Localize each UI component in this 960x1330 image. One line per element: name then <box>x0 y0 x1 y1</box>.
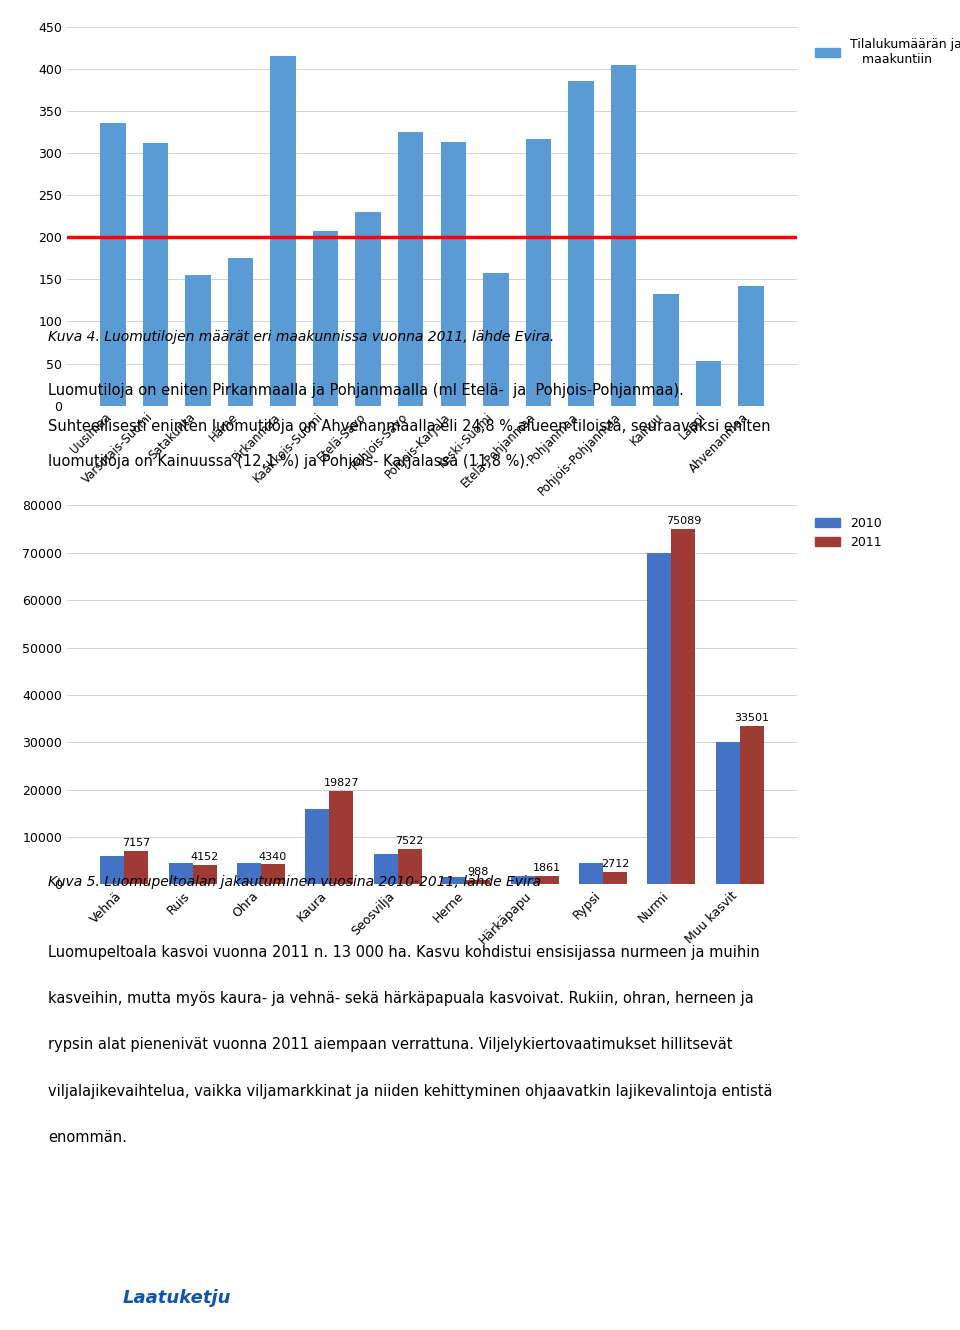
Bar <box>647 553 671 884</box>
Bar <box>568 81 593 406</box>
Bar <box>603 871 627 884</box>
Bar <box>313 231 339 406</box>
Bar <box>740 726 763 884</box>
Text: enommän.: enommän. <box>48 1130 127 1145</box>
Text: 4152: 4152 <box>190 853 219 862</box>
Bar <box>653 294 679 406</box>
Bar <box>355 211 381 406</box>
Text: kasveihin, mutta myös kaura- ja vehnä- sekä härkäpapuala kasvoivat. Rukiin, ohra: kasveihin, mutta myös kaura- ja vehnä- s… <box>48 991 754 1005</box>
Bar <box>738 286 763 406</box>
Text: Luomupeltoala kasvoi vuonna 2011 n. 13 000 ha. Kasvu kohdistui ensisijassa nurme: Luomupeltoala kasvoi vuonna 2011 n. 13 0… <box>48 944 759 960</box>
Bar <box>237 863 261 884</box>
Bar <box>261 864 285 884</box>
Text: 988: 988 <box>468 867 489 878</box>
Bar <box>535 875 559 884</box>
Bar <box>271 56 296 406</box>
Text: Kuva 4. Luomutilojen määrät eri maakunnissa vuonna 2011, lähde Evira.: Kuva 4. Luomutilojen määrät eri maakunni… <box>48 330 554 344</box>
Bar <box>228 258 253 406</box>
Bar <box>305 809 329 884</box>
Bar <box>441 142 466 406</box>
Text: luomutiloja on Kainuussa (12,1 %) ja Pohjois- Karjalassa (11,8 %).: luomutiloja on Kainuussa (12,1 %) ja Poh… <box>48 455 530 469</box>
Text: Laatuketju: Laatuketju <box>122 1289 231 1307</box>
Text: 33501: 33501 <box>734 713 769 724</box>
Bar <box>124 851 148 884</box>
Bar <box>169 863 193 884</box>
Bar <box>671 528 695 884</box>
Text: 1861: 1861 <box>533 863 561 874</box>
Text: viljalajikevaihtelua, vaikka viljamarkkinat ja niiden kehittyminen ohjaavatkin l: viljalajikevaihtelua, vaikka viljamarkki… <box>48 1084 773 1099</box>
Bar <box>467 879 491 884</box>
Text: Suhteellisesti eninten luomutiloja on Ahvenanmaalla eli 24,8 % alueen tiloista, : Suhteellisesti eninten luomutiloja on Ah… <box>48 419 771 434</box>
Text: 4340: 4340 <box>259 851 287 862</box>
Bar <box>443 878 467 884</box>
Text: 75089: 75089 <box>665 516 701 527</box>
Bar <box>193 864 217 884</box>
Bar <box>101 857 124 884</box>
Bar <box>716 742 740 884</box>
Bar <box>101 124 126 406</box>
Bar <box>185 275 211 406</box>
Text: rypsin alat pienenivät vuonna 2011 aiempaan verrattuna. Viljelykiertovaatimukset: rypsin alat pienenivät vuonna 2011 aiemp… <box>48 1037 732 1052</box>
Bar <box>397 849 421 884</box>
Bar <box>143 142 168 406</box>
Legend: Tilalukumäärän jakautuminen eri
   maakuntiin: Tilalukumäärän jakautuminen eri maakunti… <box>810 33 960 70</box>
Bar <box>483 273 509 406</box>
Legend: 2010, 2011: 2010, 2011 <box>810 512 887 553</box>
Bar <box>579 863 603 884</box>
Bar <box>329 790 353 884</box>
Text: 19827: 19827 <box>324 778 359 789</box>
Text: 7522: 7522 <box>396 837 424 846</box>
Bar <box>398 132 423 406</box>
Bar <box>696 360 721 406</box>
Bar <box>373 854 397 884</box>
Bar <box>611 64 636 406</box>
Text: 2712: 2712 <box>601 859 629 870</box>
Bar <box>511 876 535 884</box>
Text: Luomutiloja on eniten Pirkanmaalla ja Pohjanmaalla (ml Etelä-  ja  Pohjois-Pohja: Luomutiloja on eniten Pirkanmaalla ja Po… <box>48 383 684 398</box>
Text: Kuva 5. Luomupeltoalan jakautuminen vuosina 2010-2011, lähde Evira: Kuva 5. Luomupeltoalan jakautuminen vuos… <box>48 875 541 888</box>
Text: 7157: 7157 <box>122 838 151 849</box>
Bar <box>525 138 551 406</box>
